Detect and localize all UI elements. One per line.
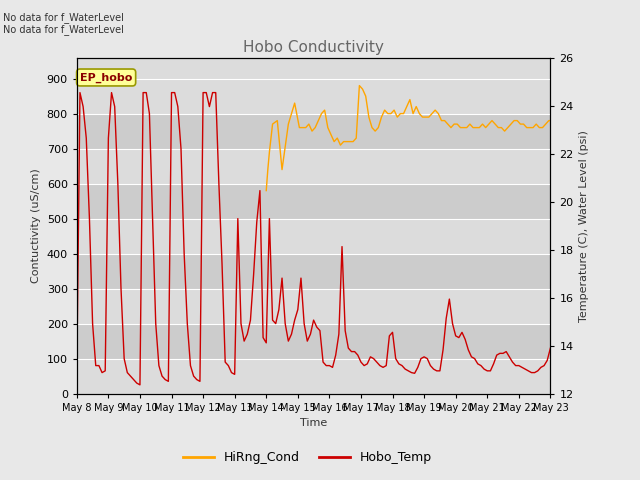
Y-axis label: Contuctivity (uS/cm): Contuctivity (uS/cm) [31, 168, 41, 283]
Text: EP_hobo: EP_hobo [80, 72, 132, 83]
Bar [77, 253, 550, 288]
Y-axis label: Temperature (C), Water Level (psi): Temperature (C), Water Level (psi) [579, 130, 589, 322]
Legend: HiRng_Cond, Hobo_Temp: HiRng_Cond, Hobo_Temp [177, 446, 437, 469]
X-axis label: Time: Time [300, 418, 327, 428]
Bar [77, 184, 550, 218]
Title: Hobo Conductivity: Hobo Conductivity [243, 40, 384, 55]
Text: No data for f_WaterLevel
No data for f_WaterLevel: No data for f_WaterLevel No data for f_W… [3, 12, 124, 36]
Bar [77, 324, 550, 359]
Bar [77, 114, 550, 149]
